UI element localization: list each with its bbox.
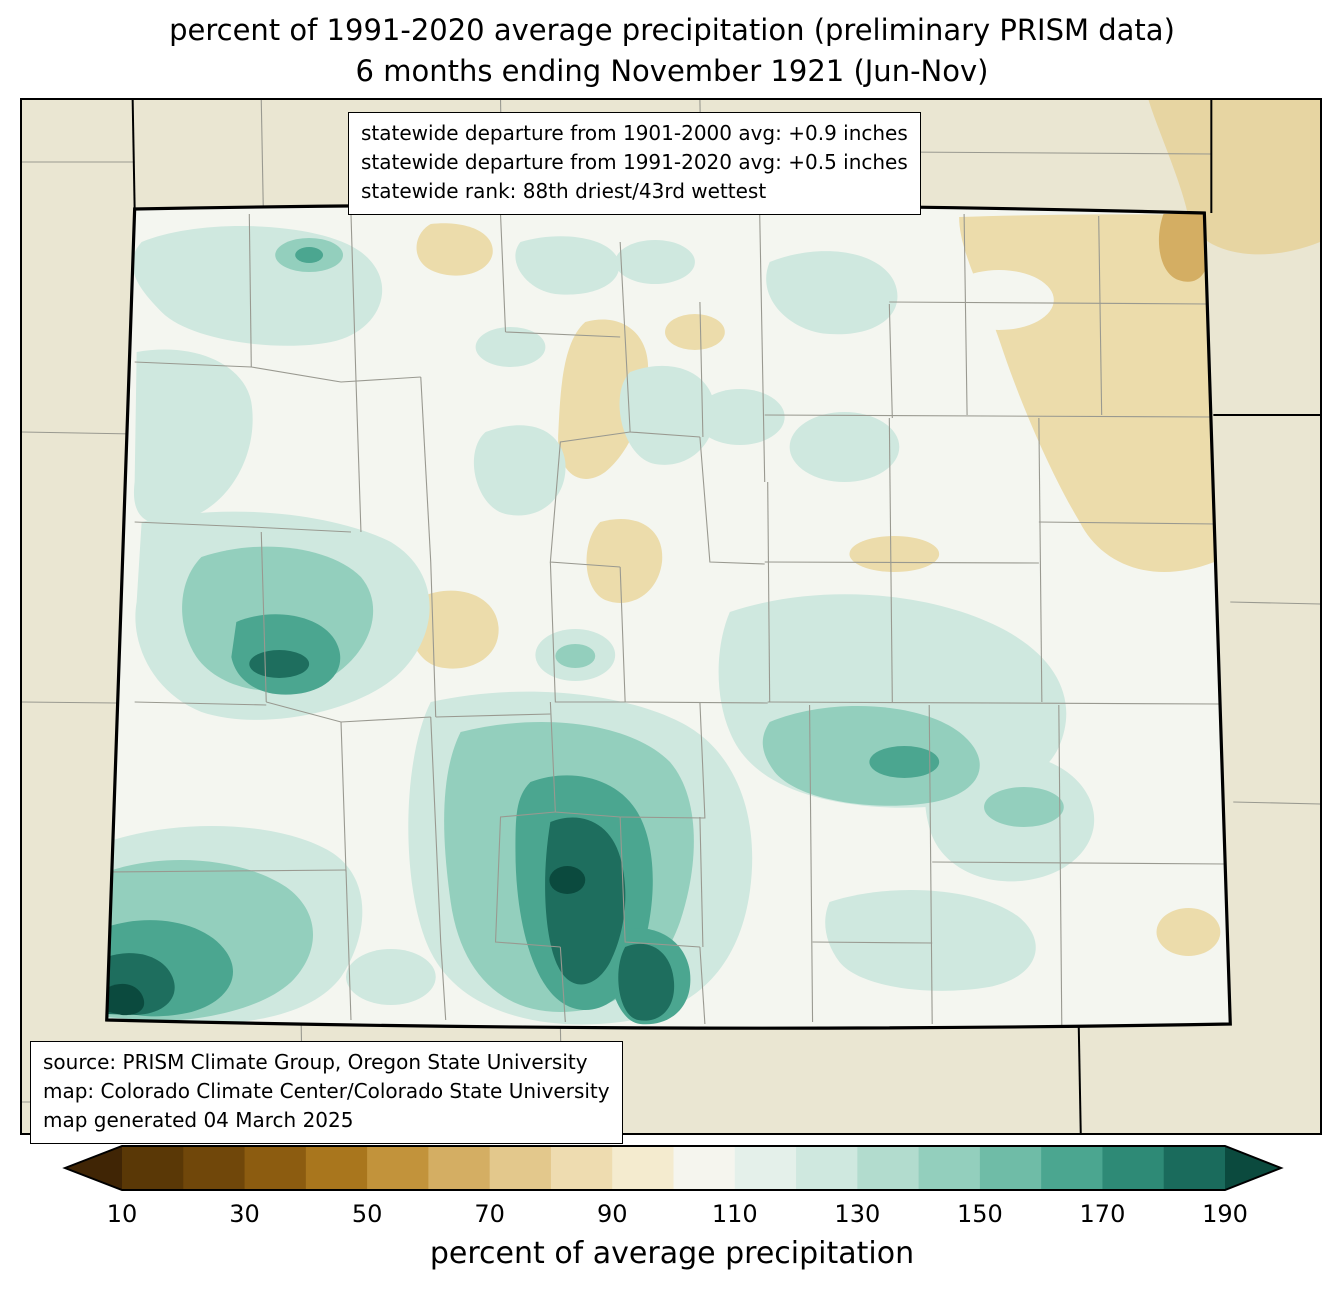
colorbar-axis-label: percent of average precipitation (429, 1236, 915, 1271)
colorbar-segment (122, 1146, 184, 1190)
colorbar-segment (428, 1146, 491, 1190)
colorbar-segment (183, 1146, 246, 1190)
colorbar-segments (122, 1146, 1226, 1190)
colorado-precip-map (22, 100, 1320, 1133)
colorbar-segment (1102, 1146, 1165, 1190)
colorbar-tick-label: 50 (351, 1200, 383, 1228)
colorbar-segment (244, 1146, 307, 1190)
colorbar-segment (918, 1146, 981, 1190)
colorbar-segment (550, 1146, 613, 1190)
stats-line-2: statewide departure from 1991-2020 avg: … (361, 150, 908, 174)
colorbar-segment (612, 1146, 675, 1190)
colorbar-under-arrow (65, 1146, 122, 1190)
colorbar-segment (979, 1146, 1042, 1190)
colorbar-segment (857, 1146, 920, 1190)
colorbar-segment (734, 1146, 797, 1190)
colorbar-tick-label: 190 (1202, 1200, 1248, 1228)
colorbar (62, 1145, 1284, 1191)
source-box: source: PRISM Climate Group, Oregon Stat… (30, 1041, 623, 1144)
colorbar-tick-label: 70 (474, 1200, 505, 1228)
colorbar-segment (367, 1146, 429, 1190)
colorbar-segment (1041, 1146, 1104, 1190)
figure-title: percent of 1991-2020 average precipitati… (0, 10, 1344, 92)
colorbar-tick-labels: 10 30 50 70 90 110 130 150 170 190 (0, 1199, 1344, 1231)
colorbar-tick-label: 10 (106, 1200, 138, 1228)
colorbar-tick-label: 90 (596, 1200, 628, 1228)
source-line-2: map: Colorado Climate Center/Colorado St… (43, 1079, 610, 1103)
colorbar-segment (305, 1146, 368, 1190)
colorbar-segment (673, 1146, 736, 1190)
county-lines (106, 213, 1227, 1027)
colorbar-segment (489, 1146, 552, 1190)
colorbar-outline (62, 1145, 1284, 1191)
title-line-2: 6 months ending November 1921 (Jun-Nov) (355, 54, 989, 88)
colorbar-segment (1163, 1146, 1226, 1190)
colorbar-tick-label: 170 (1079, 1200, 1126, 1228)
source-line-1: source: PRISM Climate Group, Oregon Stat… (43, 1050, 588, 1074)
stats-box: statewide departure from 1901-2000 avg: … (348, 112, 921, 215)
colorbar-tick-label: 110 (711, 1200, 758, 1228)
title-line-1: percent of 1991-2020 average precipitati… (169, 13, 1175, 47)
colorbar-tick-label: 150 (956, 1200, 1003, 1228)
colorbar-tick-label: 30 (229, 1200, 260, 1228)
colorbar-tick-label: 130 (834, 1200, 881, 1228)
stats-line-3: statewide rank: 88th driest/43rd wettest (361, 179, 767, 203)
stats-line-1: statewide departure from 1901-2000 avg: … (361, 121, 908, 145)
colorbar-over-arrow (1225, 1146, 1281, 1190)
map-frame (20, 98, 1322, 1135)
source-line-3: map generated 04 March 2025 (43, 1108, 354, 1132)
contour-blobs (106, 204, 1231, 1029)
colorbar-segment (796, 1146, 858, 1190)
